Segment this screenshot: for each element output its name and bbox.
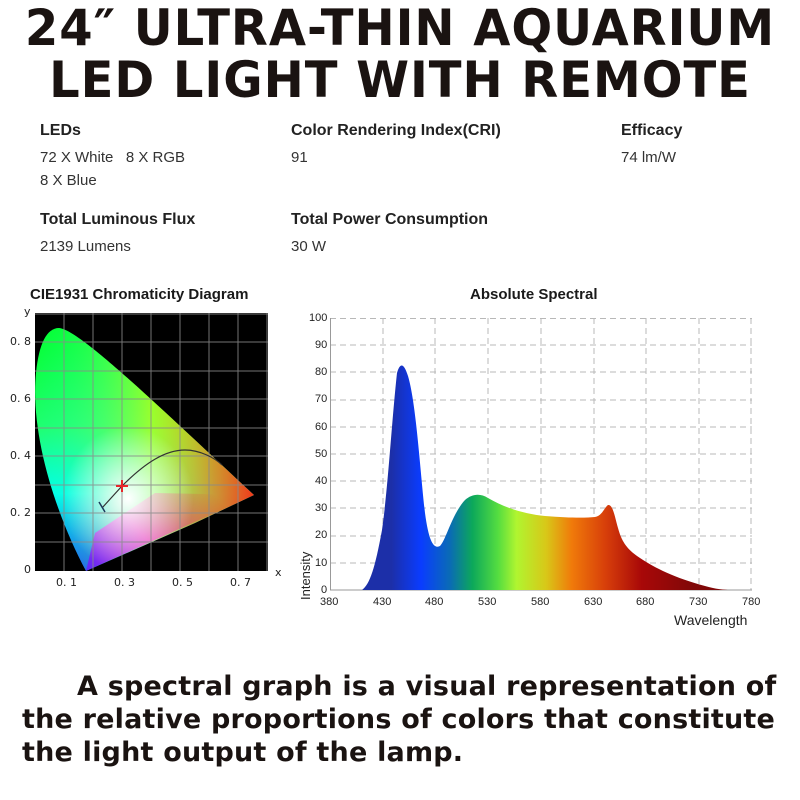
- locus-end-tick: [98, 501, 106, 513]
- spec-efficacy: Efficacy 74 lm/W: [621, 122, 682, 169]
- cie-x-axis-letter: x: [275, 566, 282, 579]
- spec-label: Efficacy: [621, 122, 683, 139]
- spectral-y-tick: 50: [315, 448, 328, 460]
- spectral-y-tick: 10: [315, 557, 328, 569]
- spec-value: 2139 Lumens: [40, 238, 131, 255]
- spectral-y-tick: 20: [315, 529, 328, 541]
- spectral-y-label: Intensity: [298, 551, 313, 600]
- spec-value: 91: [291, 149, 308, 166]
- description-paragraph: A spectral graph is a visual representat…: [22, 670, 792, 769]
- spec-leds: LEDs 72 X White 8 X RGB 8 X Blue: [40, 122, 185, 192]
- paragraph-line-3: the light output of the lamp.: [22, 737, 464, 768]
- spectral-chart-plot: [330, 318, 752, 591]
- paragraph-line-1: A spectral graph is a visual representat…: [22, 670, 792, 703]
- spectral-y-tick: 60: [315, 421, 328, 433]
- title-line-2: LED LIGHT WITH REMOTE: [49, 51, 751, 109]
- spectral-y-tick: 90: [315, 339, 328, 351]
- spec-value-line: 8 X Blue: [40, 172, 97, 189]
- cie-y-axis-letter: y: [24, 305, 31, 318]
- spectral-x-tick: 580: [531, 596, 550, 608]
- cie-chart-title: CIE1931 Chromaticity Diagram: [30, 286, 249, 303]
- spec-value: 72 X White 8 X RGB 8 X Blue: [40, 146, 185, 192]
- cie-x-tick: 0. 5: [172, 576, 193, 589]
- spec-luminous-flux: Total Luminous Flux 2139 Lumens: [40, 211, 195, 258]
- cie-x-tick: 0. 7: [230, 576, 251, 589]
- chromaticity-point-marker: [116, 480, 128, 492]
- spec-label: Total Luminous Flux: [40, 211, 196, 228]
- spectral-y-tick: 0: [321, 584, 328, 596]
- spec-value: 30 W: [291, 238, 327, 255]
- cie-y-tick: 0. 8: [10, 335, 31, 348]
- spectral-curve: [362, 365, 730, 590]
- spectral-y-tick: 40: [315, 475, 328, 487]
- planckian-locus-curve: [101, 449, 223, 509]
- spec-cri: Color Rendering Index(CRI) 91: [291, 122, 501, 169]
- spec-value: 74 lm/W: [621, 149, 677, 166]
- spectral-x-tick: 780: [742, 596, 761, 608]
- spec-power: Total Power Consumption 30 W: [291, 211, 488, 258]
- cie-horseshoe: [35, 313, 268, 571]
- cie-y-tick: 0. 6: [10, 392, 31, 405]
- spectral-x-tick: 430: [373, 596, 392, 608]
- cie-grid: [35, 313, 268, 571]
- cie-chart-plot: [35, 313, 268, 571]
- cie-y-tick: 0. 2: [10, 506, 31, 519]
- spectral-x-tick: 730: [689, 596, 708, 608]
- paragraph-text: A spectral graph is a visual representat…: [77, 671, 777, 702]
- spectral-y-tick: 30: [315, 502, 328, 514]
- spectral-y-tick: 80: [315, 366, 328, 378]
- spectral-x-tick: 630: [584, 596, 603, 608]
- paragraph-line-2: the relative proportions of colors that …: [22, 704, 776, 735]
- title-line-1: 24″ ULTRA-THIN AQUARIUM: [24, 0, 776, 57]
- spectral-x-tick: 380: [320, 596, 339, 608]
- spectral-x-tick: 680: [636, 596, 655, 608]
- cie-y-tick: 0. 4: [10, 449, 31, 462]
- spec-label: Total Power Consumption: [291, 211, 489, 228]
- spectral-x-tick: 480: [425, 596, 444, 608]
- page-title: 24″ ULTRA-THIN AQUARIUM LED LIGHT WITH R…: [16, 2, 784, 106]
- cie-x-tick: 0. 1: [56, 576, 77, 589]
- spectral-x-tick: 530: [478, 596, 497, 608]
- spectral-x-label: Wavelength: [674, 612, 748, 628]
- spectral-y-tick: 70: [315, 393, 328, 405]
- spec-label: LEDs: [40, 122, 81, 139]
- spec-label: Color Rendering Index(CRI): [291, 122, 501, 139]
- spectral-chart-title: Absolute Spectral: [470, 286, 598, 303]
- cie-y-tick: 0: [24, 563, 31, 576]
- spectral-y-tick: 100: [309, 312, 328, 324]
- spectral-area: [330, 318, 752, 591]
- spec-value-line: 72 X White 8 X RGB: [40, 149, 186, 166]
- cie-x-tick: 0. 3: [114, 576, 135, 589]
